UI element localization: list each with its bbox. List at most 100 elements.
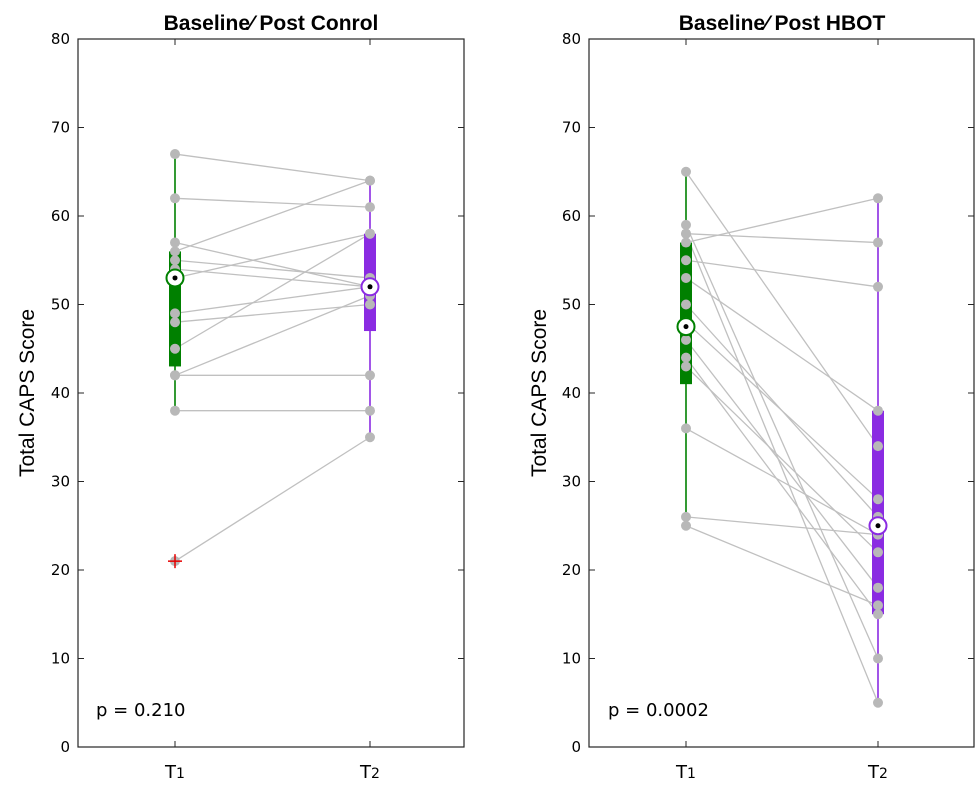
- pair-line: [685, 233, 879, 703]
- chart-panel-control: 0 10 20 30 40 50 60 70 80 T1 T2 Baseline⁄ Post Conr…: [16, 12, 465, 783]
- data-point: [170, 149, 180, 160]
- data-point: [873, 441, 883, 452]
- pair-line: [174, 295, 371, 376]
- data-point: [873, 281, 883, 292]
- data-point: [170, 317, 180, 328]
- pair-line: [174, 436, 371, 562]
- x-tick-label: T2: [359, 762, 380, 783]
- data-point: [170, 343, 180, 354]
- y-tick-label: 50: [51, 296, 70, 314]
- y-tick-label: 20: [51, 561, 70, 579]
- pair-line: [685, 516, 879, 536]
- y-axis-label: Total CAPS Score: [528, 309, 551, 477]
- chart-panel-hbot: 0 10 20 30 40 50 60 70 80 T1 T2 Baseline⁄ Post HBOT…: [528, 12, 975, 783]
- pair-line: [174, 268, 371, 288]
- data-point: [681, 520, 691, 531]
- y-tick-label: 40: [51, 384, 70, 402]
- data-point: [170, 308, 180, 319]
- y-tick-label: 30: [562, 473, 581, 491]
- median-dot: [367, 284, 373, 290]
- y-tick-label: 80: [51, 30, 70, 48]
- axes-frame: [588, 38, 975, 748]
- data-point: [873, 582, 883, 593]
- y-tick-label: 60: [51, 207, 70, 225]
- pair-line: [174, 241, 371, 288]
- y-tick-label: 0: [571, 738, 581, 756]
- y-axis-label: Total CAPS Score: [16, 309, 39, 477]
- data-point: [873, 193, 883, 204]
- pair-line: [685, 171, 879, 447]
- data-point: [365, 432, 375, 443]
- pair-line: [174, 286, 371, 314]
- data-point: [365, 370, 375, 381]
- data-point: [681, 423, 691, 434]
- data-point: [170, 405, 180, 416]
- data-point: [873, 609, 883, 620]
- data-point: [681, 299, 691, 310]
- data-point: [365, 175, 375, 186]
- pair-line: [685, 259, 879, 288]
- pair-line: [174, 233, 371, 279]
- median-dot: [875, 523, 881, 529]
- data-point: [873, 600, 883, 611]
- y-tick-label: 70: [51, 119, 70, 137]
- data-point: [365, 405, 375, 416]
- chart-title: Baseline⁄ Post HBOT: [679, 12, 886, 35]
- data-point: [681, 255, 691, 266]
- data-point: [681, 361, 691, 372]
- pair-line: [174, 153, 371, 182]
- y-tick-label: 0: [60, 738, 70, 756]
- data-point: [873, 653, 883, 664]
- y-tick-label: 60: [562, 207, 581, 225]
- pair-line: [174, 233, 371, 350]
- data-point: [681, 272, 691, 283]
- x-tick-label: T1: [164, 762, 185, 783]
- data-point: [681, 334, 691, 345]
- data-point: [681, 228, 691, 239]
- data-point: [170, 246, 180, 257]
- pair-line: [174, 259, 371, 279]
- data-point: [365, 202, 375, 213]
- data-point: [873, 547, 883, 558]
- data-point: [681, 237, 691, 248]
- data-point: [170, 255, 180, 266]
- pair-line: [685, 365, 879, 553]
- pair-line: [174, 303, 371, 323]
- pair-line: [685, 233, 879, 244]
- pair-line: [685, 427, 879, 536]
- x-tick-label: T1: [675, 762, 696, 783]
- data-point: [873, 494, 883, 505]
- pair-line: [685, 357, 879, 615]
- y-tick-label: 10: [51, 650, 70, 668]
- pair-line: [685, 197, 879, 244]
- p-value-annotation: p = 0.0002: [608, 700, 709, 721]
- data-point: [873, 697, 883, 708]
- median-dot: [172, 275, 178, 281]
- pair-line: [685, 224, 879, 659]
- data-point: [170, 193, 180, 204]
- pair-line: [685, 525, 879, 607]
- data-point: [681, 511, 691, 522]
- pair-line: [174, 197, 371, 208]
- y-tick-label: 70: [562, 119, 581, 137]
- pair-line: [685, 321, 879, 500]
- data-point: [365, 299, 375, 310]
- axes-frame: [77, 38, 465, 748]
- x-tick-label: T2: [867, 762, 888, 783]
- y-tick-label: 50: [562, 296, 581, 314]
- pair-line: [174, 179, 371, 253]
- pair-line: [685, 277, 879, 412]
- data-point: [170, 237, 180, 248]
- data-point: [873, 405, 883, 416]
- y-tick-label: 10: [562, 650, 581, 668]
- y-tick-label: 30: [51, 473, 70, 491]
- data-point: [365, 228, 375, 239]
- data-point: [681, 219, 691, 230]
- data-point: [873, 237, 883, 248]
- median-dot: [683, 324, 689, 330]
- data-point: [170, 370, 180, 381]
- chart-title: Baseline⁄ Post Conrol: [164, 12, 379, 35]
- y-tick-label: 20: [562, 561, 581, 579]
- pair-line: [685, 339, 879, 589]
